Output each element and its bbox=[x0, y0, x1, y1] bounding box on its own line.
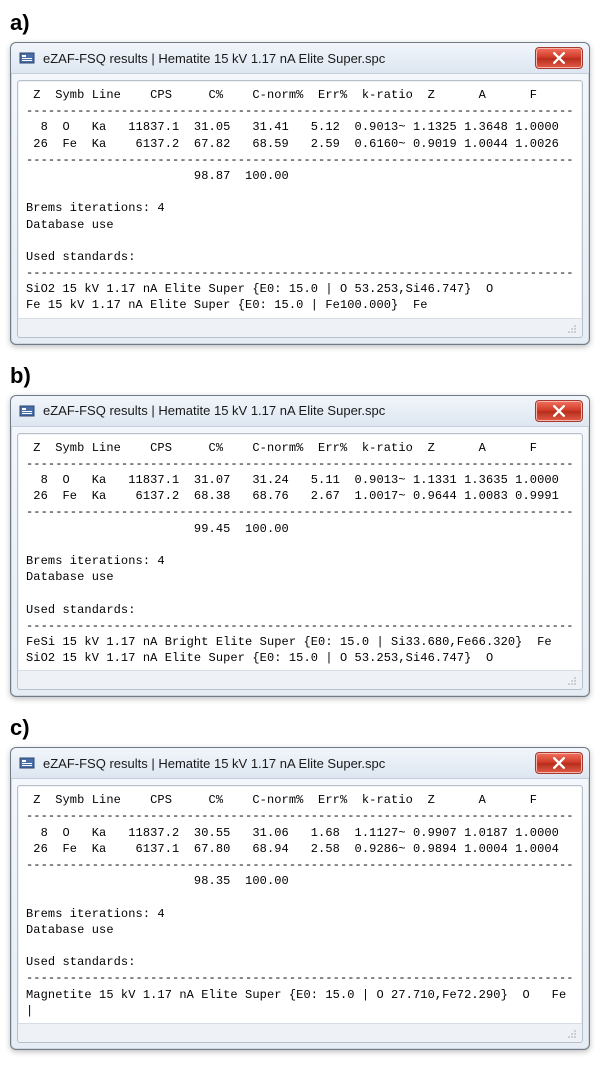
results-text: Z Symb Line CPS C% C-norm% Err% k-ratio … bbox=[18, 81, 582, 318]
panel-label-a: a) bbox=[10, 10, 590, 36]
results-text: Z Symb Line CPS C% C-norm% Err% k-ratio … bbox=[18, 434, 582, 671]
window-title: eZAF-FSQ results | Hematite 15 kV 1.17 n… bbox=[43, 756, 527, 771]
panel-label-c: c) bbox=[10, 715, 590, 741]
window-title: eZAF-FSQ results | Hematite 15 kV 1.17 n… bbox=[43, 403, 527, 418]
client-area: Z Symb Line CPS C% C-norm% Err% k-ratio … bbox=[17, 433, 583, 691]
titlebar[interactable]: eZAF-FSQ results | Hematite 15 kV 1.17 n… bbox=[11, 43, 589, 74]
resize-grip-icon[interactable] bbox=[564, 321, 578, 335]
window-a: eZAF-FSQ results | Hematite 15 kV 1.17 n… bbox=[10, 42, 590, 345]
window-c: eZAF-FSQ results | Hematite 15 kV 1.17 n… bbox=[10, 747, 590, 1050]
page: { "panels": { "a": { "label": "a)" }, "b… bbox=[0, 0, 600, 1088]
app-icon bbox=[19, 403, 35, 419]
titlebar[interactable]: eZAF-FSQ results | Hematite 15 kV 1.17 n… bbox=[11, 748, 589, 779]
close-button[interactable] bbox=[535, 47, 583, 69]
statusbar bbox=[18, 1023, 582, 1042]
app-icon bbox=[19, 755, 35, 771]
results-text: Z Symb Line CPS C% C-norm% Err% k-ratio … bbox=[18, 786, 582, 1023]
window-title: eZAF-FSQ results | Hematite 15 kV 1.17 n… bbox=[43, 51, 527, 66]
close-button[interactable] bbox=[535, 752, 583, 774]
app-icon bbox=[19, 50, 35, 66]
resize-grip-icon[interactable] bbox=[564, 1026, 578, 1040]
close-button[interactable] bbox=[535, 400, 583, 422]
window-b: eZAF-FSQ results | Hematite 15 kV 1.17 n… bbox=[10, 395, 590, 698]
titlebar[interactable]: eZAF-FSQ results | Hematite 15 kV 1.17 n… bbox=[11, 396, 589, 427]
client-area: Z Symb Line CPS C% C-norm% Err% k-ratio … bbox=[17, 80, 583, 338]
client-area: Z Symb Line CPS C% C-norm% Err% k-ratio … bbox=[17, 785, 583, 1043]
statusbar bbox=[18, 318, 582, 337]
statusbar bbox=[18, 670, 582, 689]
panel-label-b: b) bbox=[10, 363, 590, 389]
resize-grip-icon[interactable] bbox=[564, 673, 578, 687]
